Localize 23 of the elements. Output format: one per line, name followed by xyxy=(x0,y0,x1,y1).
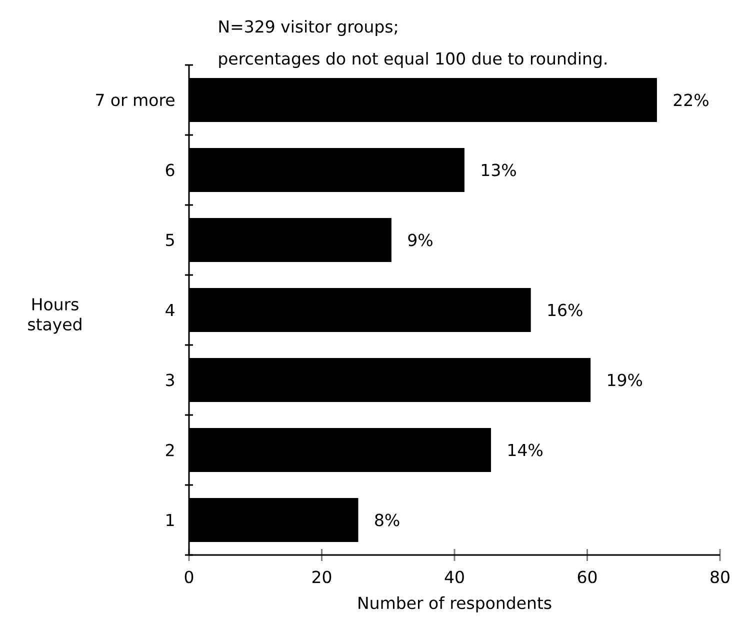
annotation: 8% xyxy=(375,514,400,526)
x-tick-label: 80 xyxy=(710,570,730,584)
y-tick-label: 5 xyxy=(166,234,174,246)
annotation: 14% xyxy=(508,444,542,456)
chart-subtitle: percentages do not equal 100 due to rounding. xyxy=(219,52,606,68)
annotation: 19% xyxy=(608,374,642,386)
y-tick-label: 1 xyxy=(166,514,174,526)
annotation: 13% xyxy=(482,164,516,176)
x-tick-label: 60 xyxy=(578,570,597,584)
annotation: 22% xyxy=(674,94,708,106)
x-tick-label: 0 xyxy=(184,570,194,584)
x-tick-label: 20 xyxy=(312,570,332,584)
x-axis-title: Number of respondents xyxy=(358,596,552,612)
y-tick-label: 6 xyxy=(166,164,174,176)
x-tick-label: 40 xyxy=(444,570,464,584)
y-tick-label: 4 xyxy=(166,304,174,316)
annotation: 9% xyxy=(408,234,432,246)
annotation: 16% xyxy=(548,304,582,316)
y-tick-label: 3 xyxy=(166,374,174,386)
y-axis-title: Hours stayed xyxy=(28,298,82,334)
y-tick-label: 7 or more xyxy=(96,94,174,106)
chart-title: N=329 visitor groups; xyxy=(219,20,397,36)
y-tick-label: 2 xyxy=(166,444,174,456)
